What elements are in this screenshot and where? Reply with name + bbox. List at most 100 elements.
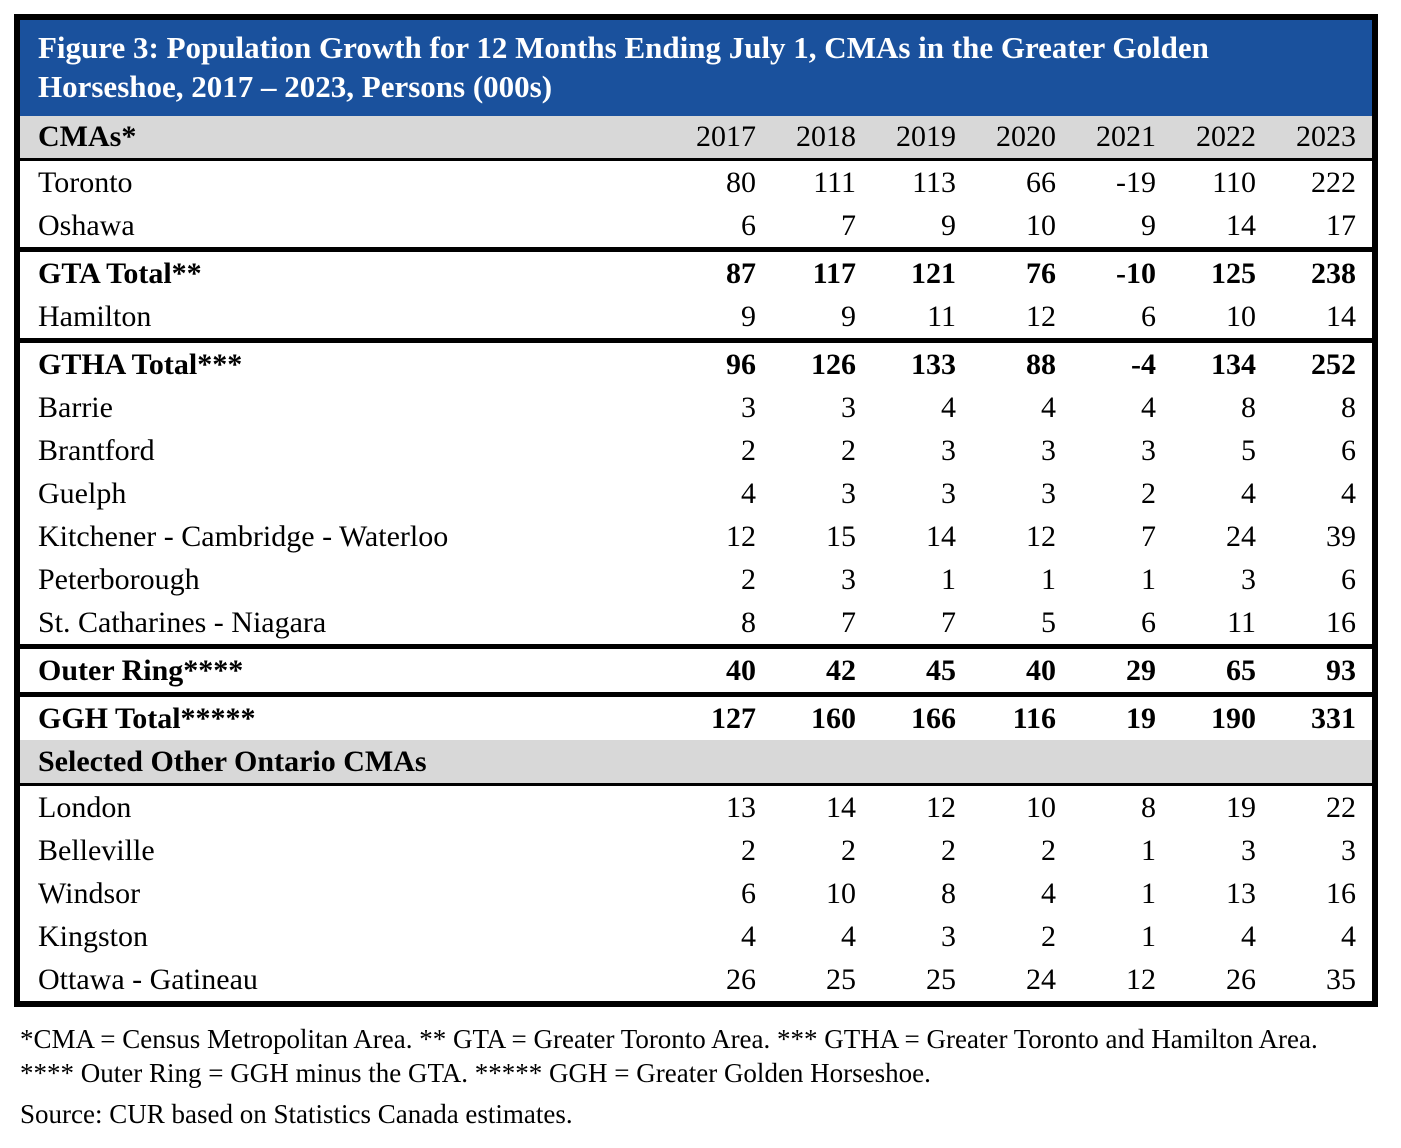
table-row: Ottawa - Gatineau 26 25 25 24 12 26 35	[20, 958, 1372, 1001]
cell-value: 3	[941, 919, 956, 953]
cell-value: 3	[1241, 833, 1256, 867]
row-label: Guelph	[38, 476, 127, 510]
cell-value: 13	[726, 790, 756, 824]
cell-value: -10	[1116, 256, 1156, 290]
cell-value: 113	[912, 165, 956, 199]
cell-value: 2	[841, 833, 856, 867]
row-label: Brantford	[38, 433, 155, 467]
cell-value: 6	[741, 208, 756, 242]
cell-value: 87	[726, 256, 756, 290]
cell-value: 116	[1012, 701, 1056, 735]
cell-value: 331	[1311, 701, 1356, 735]
cell-value: 14	[1226, 208, 1256, 242]
cell-value: 121	[911, 256, 956, 290]
cell-value: 3	[1141, 433, 1156, 467]
footnote-line: *CMA = Census Metropolitan Area. ** GTA …	[20, 1024, 1318, 1054]
row-label: Kitchener - Cambridge - Waterloo	[38, 519, 449, 553]
table-row: GGH Total***** 127 160 166 116 19 190 331	[20, 697, 1372, 740]
cell-value: 8	[1241, 390, 1256, 424]
cell-value: 222	[1311, 165, 1356, 199]
cell-value: 126	[811, 347, 856, 381]
cell-value: 166	[911, 701, 956, 735]
cell-value: 96	[726, 347, 756, 381]
cell-value: 10	[1026, 208, 1056, 242]
cell-value: 9	[741, 299, 756, 333]
cell-value: 4	[1041, 390, 1056, 424]
cell-value: 4	[1041, 876, 1056, 910]
table-row: Kingston 4 4 3 2 1 4 4	[20, 915, 1372, 958]
cell-value: 2	[841, 433, 856, 467]
row-label: London	[38, 790, 132, 824]
table-row: London 13 14 12 10 8 19 22	[20, 786, 1372, 829]
cell-value: 42	[826, 653, 856, 687]
cell-value: 13	[1226, 876, 1256, 910]
footnote-line: **** Outer Ring = GGH minus the GTA. ***…	[20, 1058, 931, 1088]
cell-value: 80	[726, 165, 756, 199]
cell-value: 4	[1241, 476, 1256, 510]
cell-value: 22	[1326, 790, 1356, 824]
cell-value: 4	[1341, 476, 1356, 510]
cell-value: 12	[926, 790, 956, 824]
cell-value: 25	[826, 962, 856, 996]
cell-value: 3	[1341, 833, 1356, 867]
cell-value: 93	[1326, 653, 1356, 687]
cell-value: 2	[941, 833, 956, 867]
cell-value: 2	[1141, 476, 1156, 510]
table-row: Guelph 4 3 3 3 2 4 4	[20, 472, 1372, 515]
cell-value: 19	[1226, 790, 1256, 824]
cell-value: 110	[1212, 165, 1256, 199]
cell-value: 1	[1141, 919, 1156, 953]
table-row: Barrie 3 3 4 4 4 8 8	[20, 386, 1372, 429]
double-rule-divider	[20, 247, 1372, 252]
cell-value: 7	[841, 208, 856, 242]
figure-table: Figure 3: Population Growth for 12 Month…	[14, 14, 1378, 1007]
cell-value: -19	[1116, 165, 1156, 199]
cell-value: 4	[1141, 390, 1156, 424]
row-label: Outer Ring****	[38, 653, 244, 687]
cell-value: 1	[1141, 562, 1156, 596]
cell-value: 3	[941, 433, 956, 467]
cell-value: -4	[1131, 347, 1156, 381]
row-label: Belleville	[38, 833, 155, 867]
cell-value: 26	[726, 962, 756, 996]
figure-title: Figure 3: Population Growth for 12 Month…	[20, 20, 1372, 116]
header-year-cell: 2018	[796, 120, 856, 153]
table-row: Toronto 80 111 113 66 -19 110 222	[20, 161, 1372, 204]
cell-value: 4	[1341, 919, 1356, 953]
cell-value: 7	[1141, 519, 1156, 553]
cell-value: 6	[1141, 299, 1156, 333]
cell-value: 10	[826, 876, 856, 910]
cell-value: 252	[1311, 347, 1356, 381]
cell-value: 4	[1241, 919, 1256, 953]
cell-value: 6	[1341, 562, 1356, 596]
header-year-cell: 2020	[996, 120, 1056, 153]
row-label: Toronto	[38, 165, 133, 199]
table-row: GTA Total** 87 117 121 76 -10 125 238	[20, 252, 1372, 295]
header-year-cell: 2017	[696, 120, 756, 153]
cell-value: 26	[1226, 962, 1256, 996]
cell-value: 160	[811, 701, 856, 735]
header-year-cell: 2019	[896, 120, 956, 153]
cell-value: 1	[1141, 833, 1156, 867]
cell-value: 117	[812, 256, 856, 290]
cell-value: 6	[1341, 433, 1356, 467]
cell-value: 76	[1026, 256, 1056, 290]
cell-value: 10	[1026, 790, 1056, 824]
cell-value: 3	[741, 390, 756, 424]
cell-value: 3	[841, 476, 856, 510]
cell-value: 14	[826, 790, 856, 824]
cell-value: 45	[926, 653, 956, 687]
cell-value: 1	[1141, 876, 1156, 910]
cell-value: 17	[1326, 208, 1356, 242]
cell-value: 3	[841, 390, 856, 424]
cell-value: 111	[813, 165, 856, 199]
row-label: Oshawa	[38, 208, 135, 242]
cell-value: 2	[1041, 919, 1056, 953]
cell-value: 2	[741, 433, 756, 467]
cell-value: 25	[926, 962, 956, 996]
cell-value: 4	[741, 476, 756, 510]
cell-value: 3	[941, 476, 956, 510]
cell-value: 9	[841, 299, 856, 333]
header-year-cells: 2017 2018 2019 2020 2021 2022 2023	[656, 120, 1356, 154]
table-header-row: CMAs* 2017 2018 2019 2020 2021 2022 2023	[20, 116, 1372, 161]
